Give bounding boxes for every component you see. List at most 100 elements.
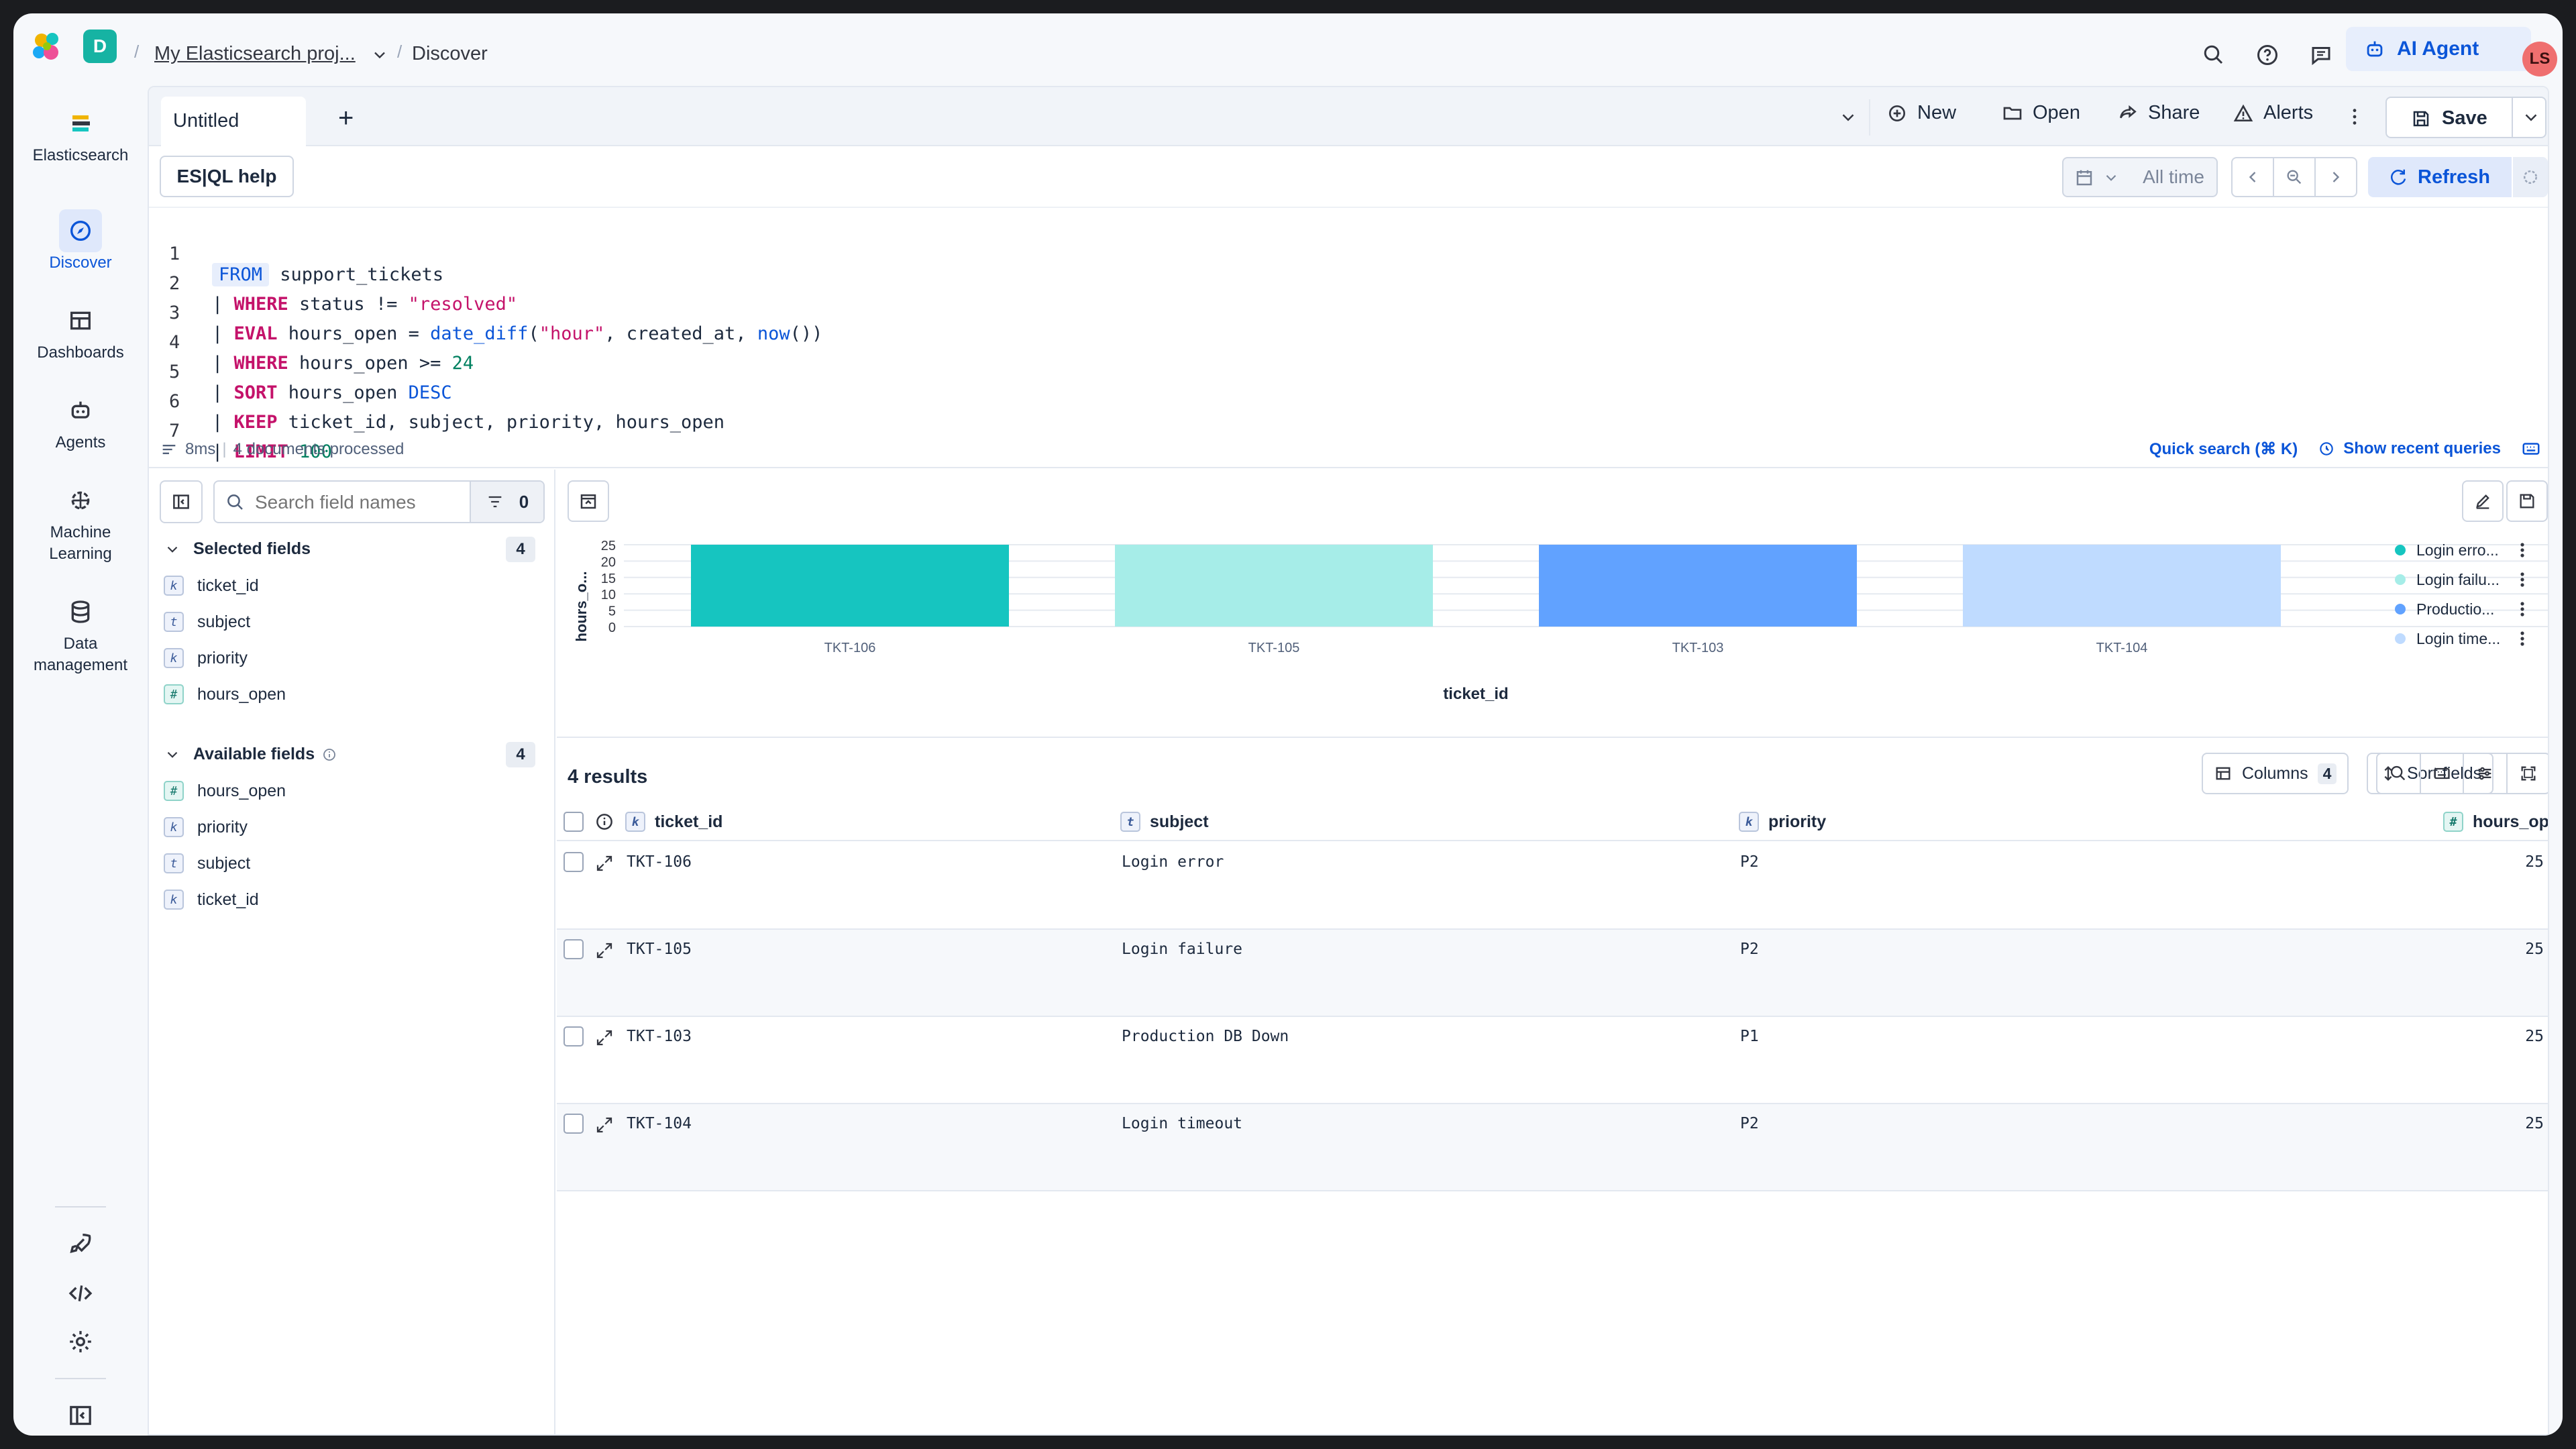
collapse-sidebar-button[interactable] — [160, 480, 203, 523]
time-range-label[interactable]: All time — [2131, 157, 2218, 197]
nav-brand-elasticsearch[interactable]: Elasticsearch — [13, 110, 148, 166]
nav-divider — [55, 1206, 106, 1208]
info-icon[interactable] — [321, 747, 337, 763]
code-pipe: | — [212, 353, 234, 374]
display-settings-button[interactable] — [2464, 754, 2508, 793]
row-checkbox[interactable] — [564, 852, 584, 872]
previous-range-button[interactable] — [2233, 158, 2274, 196]
field-item-hours-open[interactable]: # hours_open — [164, 684, 286, 704]
zoom-out-button[interactable] — [2274, 158, 2316, 196]
chevron-right-icon — [2332, 172, 2340, 182]
column-header-subject[interactable]: t subject — [1120, 812, 1209, 832]
columns-button[interactable]: Columns 4 — [2202, 753, 2349, 794]
nav-item-label: Discover — [49, 254, 112, 272]
field-item-priority[interactable]: k priority — [164, 817, 248, 837]
chart-y-ticks: 0 5 10 15 20 25 — [601, 539, 616, 635]
column-header-priority[interactable]: k priority — [1739, 812, 1826, 832]
field-item-priority[interactable]: k priority — [164, 648, 248, 668]
chat-icon[interactable] — [2309, 43, 2333, 67]
chevron-down-icon[interactable] — [2521, 107, 2541, 127]
chevron-down-icon[interactable] — [1838, 107, 1858, 127]
nav-item-machine-learning[interactable]: Machine Learning — [13, 487, 148, 566]
field-item-subject[interactable]: t subject — [164, 612, 250, 632]
open-button[interactable]: Open — [2002, 102, 2080, 124]
expand-icon[interactable] — [594, 853, 614, 873]
user-avatar[interactable]: LS — [2522, 42, 2557, 76]
legend-more-icon — [2520, 548, 2524, 552]
row-density-button[interactable] — [2421, 754, 2464, 793]
legend-swatch — [2395, 574, 2406, 585]
chart-x-ticks: TKT-106 TKT-105 TKT-103 TKT-104 — [824, 641, 2148, 655]
quick-search-link[interactable]: Quick search (⌘ K) — [2149, 439, 2298, 458]
column-header-hours-open[interactable]: # hours_open — [2443, 812, 2548, 832]
code-icon[interactable] — [67, 1280, 94, 1307]
column-header-ticket-id[interactable]: k ticket_id — [625, 812, 722, 832]
chevron-down-icon[interactable] — [370, 46, 389, 64]
field-name: ticket_id — [197, 576, 259, 595]
available-fields-toggle[interactable]: Available fields — [164, 745, 337, 764]
selected-fields-toggle[interactable]: Selected fields — [164, 539, 311, 559]
rocket-icon[interactable] — [67, 1230, 94, 1257]
row-checkbox[interactable] — [564, 1026, 584, 1046]
recent-queries-link[interactable]: Show recent queries — [2318, 439, 2501, 458]
code-number: 100 — [288, 441, 332, 462]
selected-fields-title: Selected fields — [193, 539, 311, 558]
info-icon[interactable] — [594, 812, 614, 832]
gear-icon[interactable] — [67, 1328, 94, 1355]
select-all-checkbox[interactable] — [564, 812, 584, 832]
field-item-subject[interactable]: t subject — [164, 853, 250, 873]
field-filter-button[interactable]: 0 — [470, 482, 543, 522]
share-button[interactable]: Share — [2117, 102, 2200, 124]
search-in-grid-button[interactable] — [2377, 754, 2421, 793]
share-icon — [2120, 105, 2137, 118]
collapse-nav-icon[interactable] — [67, 1402, 94, 1429]
expand-icon[interactable] — [594, 1115, 614, 1135]
fullscreen-icon — [2521, 766, 2536, 781]
elastic-logo-icon[interactable] — [30, 30, 64, 64]
field-item-hours-open[interactable]: # hours_open — [164, 781, 286, 801]
cell-priority: P2 — [1740, 941, 1759, 958]
more-options-icon[interactable] — [2344, 106, 2365, 127]
space-badge[interactable]: D — [83, 30, 117, 63]
nav-item-discover[interactable]: Discover — [13, 217, 148, 274]
search-icon[interactable] — [2202, 43, 2226, 67]
save-button[interactable]: Save — [2411, 107, 2487, 129]
edit-visualization-button[interactable] — [2462, 480, 2504, 522]
field-search-input[interactable] — [255, 491, 456, 514]
alerts-button[interactable]: Alerts — [2233, 102, 2313, 124]
row-checkbox[interactable] — [564, 1114, 584, 1134]
expand-icon[interactable] — [594, 1028, 614, 1048]
calendar-icon — [2076, 170, 2092, 186]
new-button[interactable]: New — [1886, 102, 1956, 124]
field-item-ticket-id[interactable]: k ticket_id — [164, 576, 259, 596]
ai-agent-button[interactable]: AI Agent — [2346, 27, 2531, 71]
next-range-button[interactable] — [2316, 158, 2356, 196]
compass-icon — [70, 221, 91, 241]
row-checkbox[interactable] — [564, 939, 584, 959]
esql-help-button[interactable]: ES|QL help — [160, 156, 294, 197]
keyword-type-icon: k — [1739, 812, 1759, 832]
expand-icon[interactable] — [594, 941, 614, 961]
field-item-ticket-id[interactable]: k ticket_id — [164, 890, 259, 910]
auto-refresh-button[interactable] — [2513, 157, 2548, 197]
help-icon[interactable] — [2255, 43, 2279, 67]
fullscreen-button[interactable] — [2508, 754, 2548, 793]
save-visualization-button[interactable] — [2506, 480, 2548, 522]
line-number: 7 — [169, 421, 180, 441]
chart-toggle-button[interactable] — [568, 480, 609, 522]
chart-bar — [1539, 545, 1857, 627]
number-type-icon: # — [2443, 812, 2463, 832]
legend-more-icon — [2520, 607, 2524, 611]
legend-more-icon — [2520, 612, 2524, 616]
esql-editor[interactable]: 1 FROM support_tickets 2 | WHERE status … — [149, 209, 2548, 462]
code-line: 4 | WHERE hours_open >= 24 — [149, 311, 474, 374]
keyboard-icon[interactable] — [2521, 439, 2541, 459]
refresh-button[interactable]: Refresh — [2368, 157, 2512, 197]
tab-untitled[interactable]: Untitled — [161, 97, 306, 146]
nav-item-data-management[interactable]: Data management — [13, 598, 148, 677]
nav-item-agents[interactable]: Agents — [13, 397, 148, 453]
breadcrumb-project[interactable]: My Elasticsearch proj... — [154, 43, 356, 64]
add-tab-icon[interactable]: + — [338, 103, 354, 133]
code-function: now — [757, 323, 790, 344]
nav-item-dashboards[interactable]: Dashboards — [13, 307, 148, 364]
